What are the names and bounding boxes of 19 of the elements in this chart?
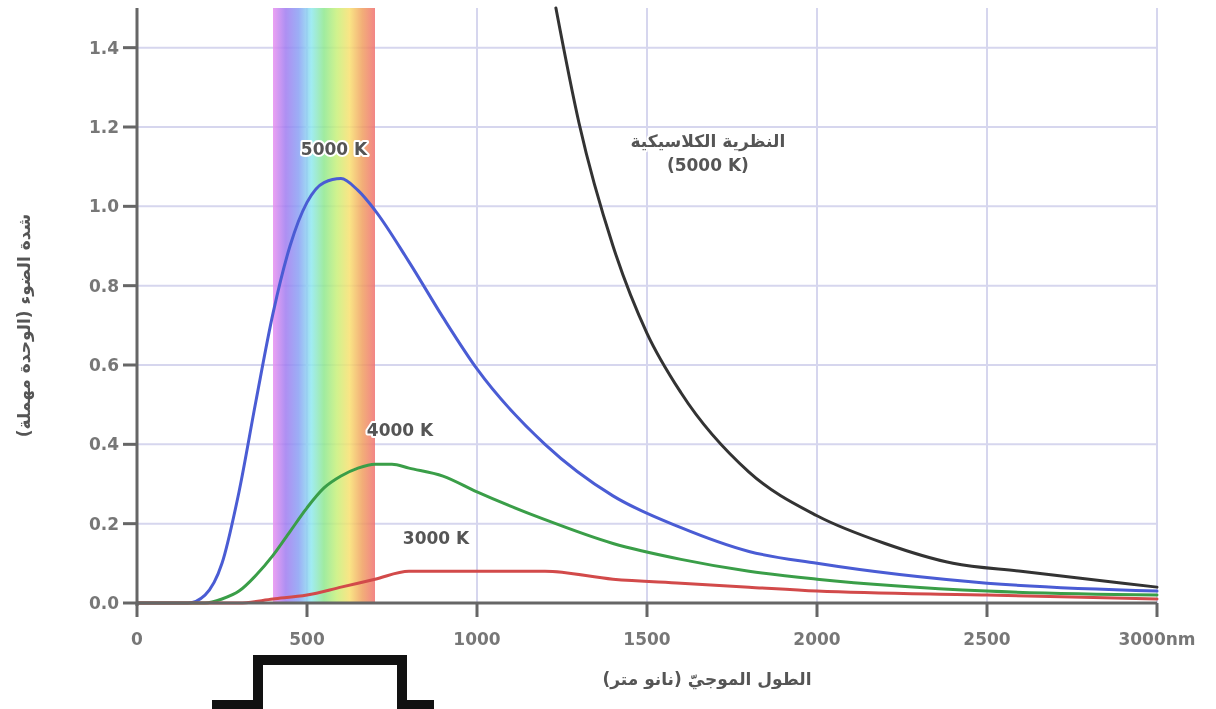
x-tick-label: 500 bbox=[289, 629, 325, 649]
y-tick-label: 1.2 bbox=[88, 116, 119, 137]
y-tick-label: 1.4 bbox=[88, 37, 120, 58]
x-tick-label: 0 bbox=[131, 629, 144, 649]
x-tick-label: 2000 bbox=[793, 629, 841, 649]
y-tick-label: 1.0 bbox=[88, 196, 120, 217]
x-axis-title: الطول الموجيّ (نانو متر) bbox=[602, 669, 812, 690]
y-tick-label: 0.4 bbox=[88, 434, 120, 455]
x-tick-label: 1000 bbox=[453, 629, 501, 649]
x-tick-label: 2500 bbox=[963, 629, 1011, 649]
y-axis-title: شدة الضوء (الوحدة مهملة) bbox=[14, 213, 35, 438]
y-tick-label: 0.0 bbox=[88, 592, 120, 613]
series-label: 3000 K bbox=[402, 528, 471, 549]
x-tick-label: 3000nm bbox=[1118, 629, 1196, 649]
y-tick-label: 0.6 bbox=[88, 354, 119, 375]
line-series bbox=[554, 6, 1159, 589]
y-tick-label: 0.8 bbox=[88, 275, 119, 296]
y-tick-label: 0.2 bbox=[88, 513, 119, 534]
x-tick-label: 1500 bbox=[623, 629, 671, 649]
